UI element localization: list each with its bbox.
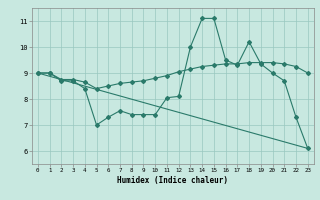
X-axis label: Humidex (Indice chaleur): Humidex (Indice chaleur) — [117, 176, 228, 185]
